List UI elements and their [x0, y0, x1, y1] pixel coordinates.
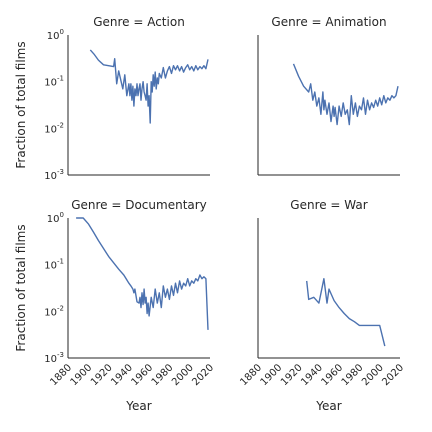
panel-action-ylabel: Fraction of total films: [14, 41, 28, 168]
panel-documentary-xtick-label: 1980: [150, 362, 176, 388]
panel-documentary-ytick-label: 10-3: [44, 351, 64, 365]
panel-war: Genre = War 18801900192019401960198020002…: [238, 198, 406, 413]
panel-animation-title: Genre = Animation: [271, 15, 386, 29]
panel-war-xtick-label: 1880: [238, 362, 264, 388]
panel-war-xlabel: Year: [315, 399, 341, 413]
panel-documentary-ytick-label: 100: [47, 211, 64, 225]
panel-action-ytick-label: 10-2: [44, 121, 64, 135]
panel-animation: Genre = Animation: [257, 15, 400, 176]
panel-documentary-xtick-label: 1880: [48, 362, 74, 388]
panel-war-xtick-label: 1920: [279, 362, 305, 388]
panel-war-xtick-label: 1900: [259, 362, 285, 388]
panel-documentary-xtick-label: 1940: [109, 362, 135, 388]
panel-documentary-xtick-label: 2020: [190, 362, 216, 388]
panel-documentary-ylabel: Fraction of total films: [14, 224, 28, 351]
panel-documentary-ytick-label: 10-1: [44, 258, 64, 272]
panel-action-ytick-label: 10-3: [44, 168, 64, 182]
panel-war-xtick-label: 2020: [380, 362, 406, 388]
panel-documentary-xtick-label: 1960: [129, 362, 155, 388]
panel-war-title: Genre = War: [290, 198, 367, 212]
panel-war-series-line: [306, 278, 386, 347]
panel-war-xtick-label: 1980: [340, 362, 366, 388]
panel-documentary-title: Genre = Documentary: [71, 198, 207, 212]
panel-documentary-ytick-label: 10-2: [44, 304, 64, 318]
panel-action-series-line: [89, 49, 209, 124]
panel-war-xtick-label: 1940: [299, 362, 325, 388]
panel-war-xtick-label: 1960: [319, 362, 345, 388]
panel-documentary: Genre = Documentary 10-3 10-2 10-1 100 Fracti…: [14, 198, 216, 413]
panel-war-xtick-label: 2000: [360, 362, 386, 388]
panel-action: Genre = Action 10-3 10-2 10-1 100 Fraction of…: [14, 15, 210, 182]
panel-action-title: Genre = Action: [93, 15, 185, 29]
panel-action-ytick-label: 100: [47, 28, 64, 42]
panel-documentary-xtick-label: 1900: [69, 362, 95, 388]
panel-documentary-xtick-label: 2000: [170, 362, 196, 388]
panel-action-ytick-label: 10-1: [44, 75, 64, 89]
panel-animation-series-line: [292, 63, 399, 126]
panel-documentary-xtick-label: 1920: [89, 362, 115, 388]
panel-documentary-series-line: [76, 217, 209, 330]
panel-documentary-xlabel: Year: [125, 399, 151, 413]
